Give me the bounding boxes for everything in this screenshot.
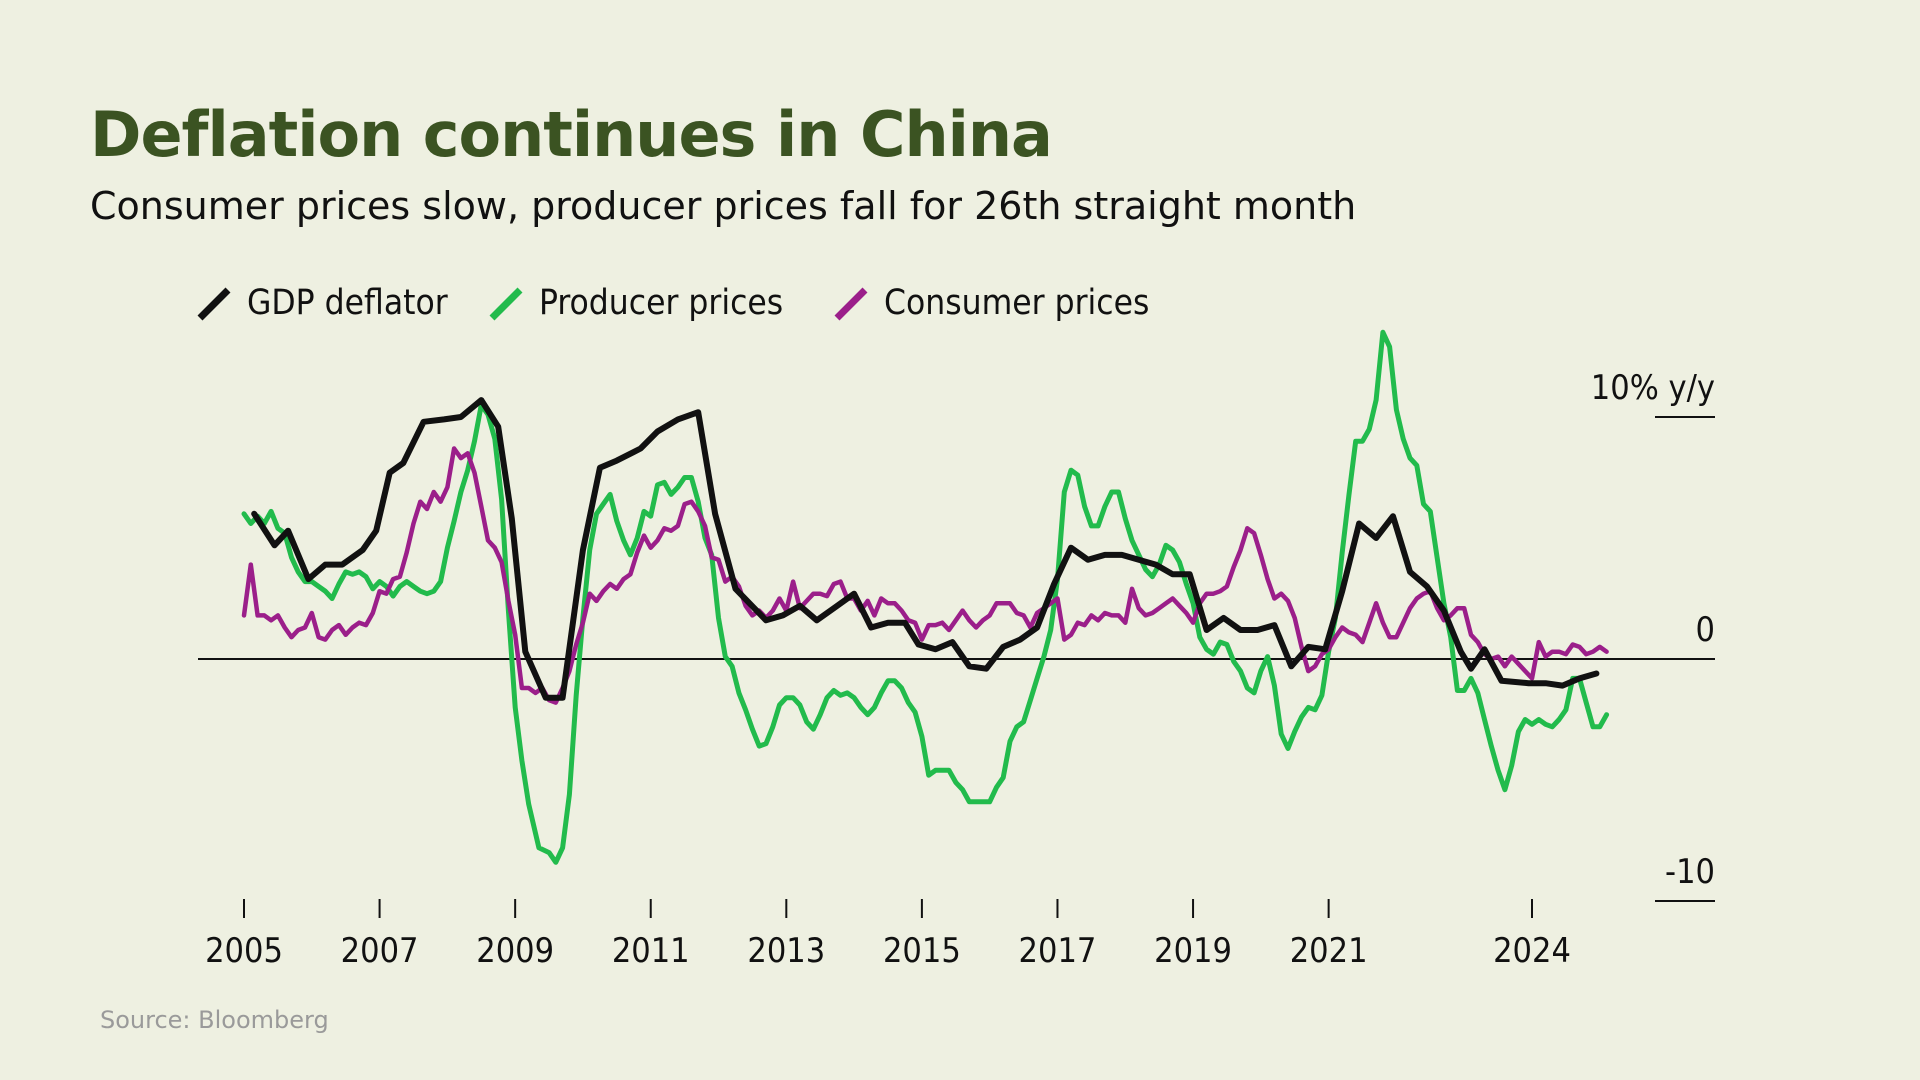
legend-swatch (489, 287, 523, 321)
x-tick-label: 2024 (1493, 931, 1571, 971)
legend-swatch (197, 287, 231, 321)
axes: 10% y/y 0 -10 2005 2007 2009 2011 2013 2015 2017 2… (198, 368, 1715, 971)
y-tick-label: 10% y/y (1591, 368, 1715, 408)
series-line-consumer-prices (241, 446, 1609, 705)
x-tick-label: 2007 (341, 931, 419, 971)
y-tick-label: -10 (1665, 852, 1715, 892)
x-tick-label: 2009 (476, 931, 554, 971)
x-tick-label: 2011 (612, 931, 690, 971)
legend-label: Consumer prices (884, 283, 1149, 323)
legend-label: Producer prices (539, 283, 783, 323)
x-tick-label: 2019 (1154, 931, 1232, 971)
legend: GDP deflator Producer prices Consumer pric… (197, 283, 1149, 323)
chart-subtitle: Consumer prices slow, producer prices fa… (90, 184, 1357, 228)
x-tick-label: 2005 (205, 931, 283, 971)
series-line-producer-prices (241, 329, 1610, 865)
series-lines (241, 329, 1610, 865)
legend-swatch (834, 287, 868, 321)
source-note: Source: Bloomberg (100, 1006, 329, 1034)
chart-title: Deflation continues in China (90, 98, 1053, 171)
y-tick-label: 0 (1696, 610, 1715, 650)
x-tick-label: 2017 (1019, 931, 1097, 971)
x-tick-label: 2013 (747, 931, 825, 971)
legend-label: GDP deflator (247, 283, 448, 323)
x-tick-label: 2015 (883, 931, 961, 971)
x-tick-label: 2021 (1290, 931, 1368, 971)
series-line-gdp-deflator (251, 397, 1600, 701)
